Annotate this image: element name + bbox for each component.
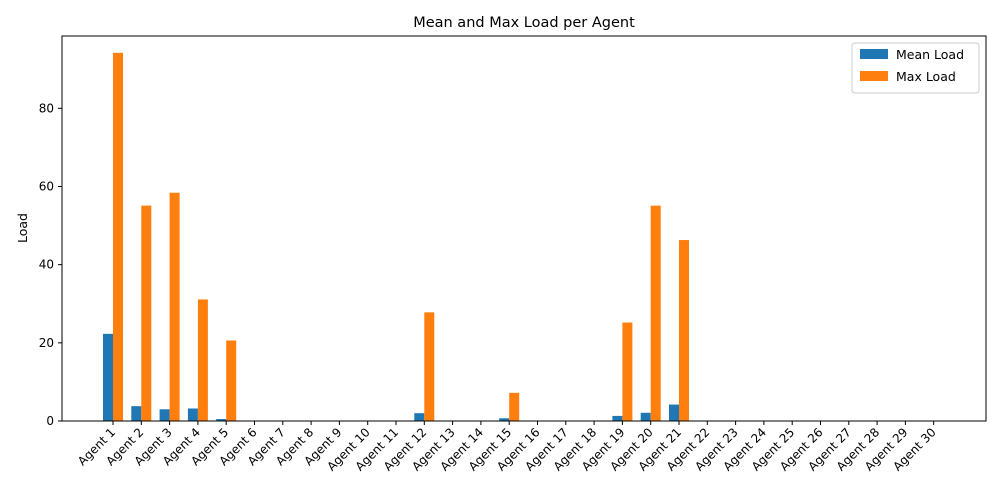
- mean-load-bar-5: [216, 419, 227, 421]
- y-tick-label: 0: [46, 414, 54, 428]
- mean-load-bar-2: [131, 406, 142, 421]
- max-load-bar-20: [650, 205, 661, 421]
- max-load-bar-15: [509, 392, 520, 421]
- max-load-bar-4: [197, 299, 208, 421]
- y-tick-label: 40: [39, 258, 54, 272]
- max-load-bar-3: [169, 192, 180, 421]
- y-tick-label: 60: [39, 179, 54, 193]
- y-axis-label: Load: [15, 213, 30, 243]
- mean-load-bar-4: [187, 408, 198, 421]
- plot-frame: [61, 35, 987, 422]
- legend-swatch-max-load: [860, 71, 888, 81]
- mean-load-bar-3: [159, 409, 170, 421]
- legend: Mean Load Max Load: [851, 42, 980, 94]
- mean-load-bar-12: [414, 413, 425, 421]
- legend-label-max-load: Max Load: [896, 69, 956, 84]
- mean-load-bar-21: [669, 404, 679, 421]
- chart-title: Mean and Max Load per Agent: [413, 15, 635, 31]
- mean-load-bar-1: [103, 333, 113, 421]
- legend-label-mean-load: Mean Load: [896, 47, 964, 62]
- max-load-bar-2: [141, 205, 152, 421]
- max-load-bar-19: [622, 322, 633, 421]
- max-load-bar-12: [424, 312, 435, 421]
- mean-load-bar-19: [612, 415, 623, 421]
- y-axis-ticks: 0 20 40 60 80: [39, 101, 62, 428]
- max-load-bar-21: [679, 240, 689, 421]
- bars-group: [103, 52, 689, 422]
- y-tick-label: 80: [39, 101, 54, 115]
- y-tick-label: 20: [39, 336, 54, 350]
- mean-load-bar-15: [499, 418, 510, 421]
- legend-swatch-mean-load: [860, 49, 888, 59]
- max-load-bar-5: [226, 340, 237, 421]
- mean-load-bar-20: [640, 412, 651, 421]
- max-load-bar-1: [113, 52, 123, 422]
